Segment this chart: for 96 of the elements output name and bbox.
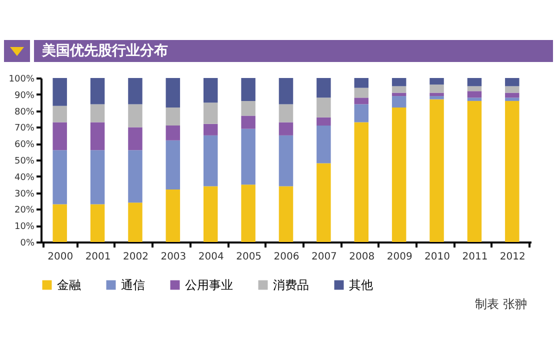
text: 制表 张翀	[475, 296, 527, 313]
x-tick-label: 2012	[500, 252, 526, 262]
bar	[128, 202, 142, 242]
bar	[203, 186, 218, 242]
bar	[166, 78, 180, 108]
bar	[166, 140, 180, 190]
x-tick-label: 2010	[424, 252, 450, 262]
bar	[430, 92, 444, 96]
bar	[90, 104, 105, 122]
bar	[354, 104, 369, 122]
x-tick-label: 2004	[198, 252, 224, 262]
bar	[166, 190, 180, 242]
y-tick-label: 0%	[20, 238, 35, 248]
y-tick-label: 100%	[8, 74, 35, 84]
legend-label: 其他	[349, 278, 373, 292]
legend-label: 通信	[121, 278, 145, 292]
bar	[467, 98, 482, 101]
x-tick-label: 2011	[462, 252, 488, 262]
bar	[128, 104, 142, 128]
legend-label: 金融	[57, 278, 81, 292]
y-tick-label: 10%	[14, 222, 35, 232]
bar	[166, 108, 180, 126]
x-tick-label: 2005	[236, 252, 262, 262]
bar	[90, 150, 105, 204]
bar	[128, 78, 142, 104]
bar	[505, 92, 520, 98]
bar	[392, 108, 406, 242]
x-tick-label: 2008	[349, 252, 375, 262]
bar	[430, 84, 444, 93]
bar	[241, 128, 256, 185]
bar	[430, 78, 444, 85]
bar	[166, 126, 180, 140]
legend-label: 消费品	[273, 278, 309, 292]
bar	[241, 78, 256, 101]
x-tick-label: 2006	[274, 252, 300, 262]
y-tick-label: 20%	[14, 206, 35, 216]
bar	[354, 122, 369, 242]
bar	[52, 150, 67, 204]
bar	[392, 78, 406, 86]
bar	[52, 78, 67, 106]
bar	[278, 135, 294, 186]
y-tick-label: 60%	[14, 140, 35, 150]
y-tick-label: 40%	[14, 172, 35, 183]
bar	[430, 99, 444, 242]
chart-title: 美国优先股行业分布	[34, 40, 553, 62]
y-tick-label: 30%	[14, 189, 35, 200]
x-tick-label: 2003	[160, 252, 186, 262]
bar	[505, 98, 520, 101]
bar	[316, 126, 331, 164]
bar	[128, 127, 142, 150]
legend-label: 公用事业	[185, 278, 233, 292]
bar	[505, 78, 520, 86]
x-tick-label: 2000	[48, 252, 74, 262]
bar	[316, 78, 331, 98]
y-tick-label: 50%	[14, 156, 35, 166]
x-tick-label: 2007	[311, 252, 337, 262]
bar	[203, 102, 218, 124]
bar	[467, 86, 482, 92]
bar	[430, 96, 444, 100]
x-tick-label: 2002	[123, 252, 148, 262]
bar	[316, 98, 331, 118]
bar	[467, 78, 482, 86]
bar	[90, 78, 105, 104]
bar	[505, 100, 520, 242]
x-tick-label: 2009	[386, 252, 412, 262]
bar	[392, 92, 406, 96]
bar	[52, 204, 67, 242]
bar	[354, 88, 369, 98]
bar	[241, 116, 256, 129]
bar	[52, 106, 67, 122]
x-tick-label: 2001	[85, 252, 111, 262]
y-tick-label: 90%	[14, 90, 35, 101]
y-tick-label: 70%	[14, 124, 35, 134]
bar	[316, 163, 331, 242]
bar	[203, 78, 218, 103]
bar	[278, 186, 294, 242]
bar	[278, 78, 294, 104]
bar	[241, 100, 256, 116]
bar	[241, 184, 256, 242]
bar	[354, 78, 369, 88]
bar	[90, 204, 105, 242]
bar	[278, 122, 294, 136]
bar	[203, 124, 218, 136]
bar	[392, 96, 406, 108]
bar	[316, 117, 331, 126]
bar	[128, 150, 142, 203]
bar	[203, 135, 218, 186]
bar	[354, 98, 369, 104]
bar	[467, 100, 482, 242]
bar	[392, 86, 406, 93]
bar	[52, 122, 67, 150]
bar	[505, 86, 520, 93]
y-tick-label: 80%	[14, 107, 35, 118]
bar	[90, 122, 105, 150]
bar	[278, 104, 294, 122]
bar	[467, 91, 482, 98]
